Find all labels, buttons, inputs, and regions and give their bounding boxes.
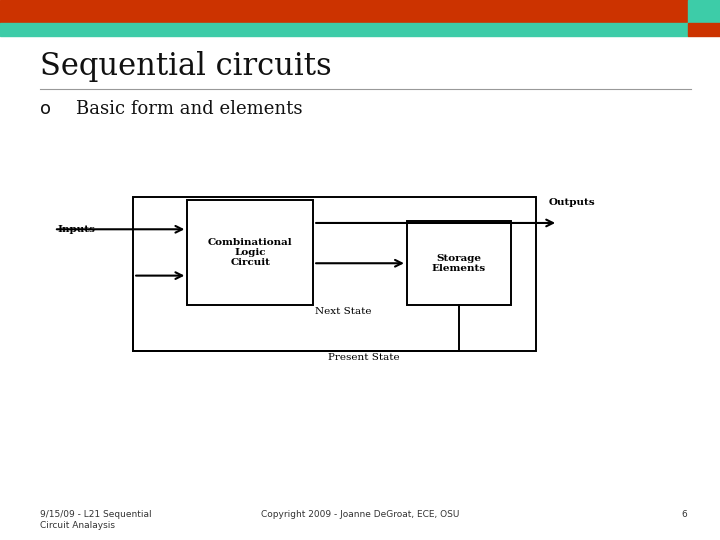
Bar xyxy=(0,23,688,36)
Text: Sequential circuits: Sequential circuits xyxy=(40,51,331,82)
Bar xyxy=(187,200,313,305)
Text: Storage
Elements: Storage Elements xyxy=(432,254,486,273)
Bar xyxy=(133,197,536,351)
Text: Next State: Next State xyxy=(315,307,372,316)
Bar xyxy=(688,0,720,23)
Text: Inputs: Inputs xyxy=(58,225,96,234)
Bar xyxy=(407,221,511,305)
Bar xyxy=(688,23,720,36)
Text: o: o xyxy=(40,100,50,118)
Text: Basic form and elements: Basic form and elements xyxy=(76,100,302,118)
Text: Copyright 2009 - Joanne DeGroat, ECE, OSU: Copyright 2009 - Joanne DeGroat, ECE, OS… xyxy=(261,510,459,519)
Text: 9/15/09 - L21 Sequential
Circuit Analaysis: 9/15/09 - L21 Sequential Circuit Analays… xyxy=(40,510,151,530)
Text: Present State: Present State xyxy=(328,353,399,362)
Text: Combinational
Logic
Circuit: Combinational Logic Circuit xyxy=(208,238,292,267)
Bar xyxy=(0,0,688,23)
Text: Outputs: Outputs xyxy=(549,198,595,207)
Text: 6: 6 xyxy=(682,510,688,519)
